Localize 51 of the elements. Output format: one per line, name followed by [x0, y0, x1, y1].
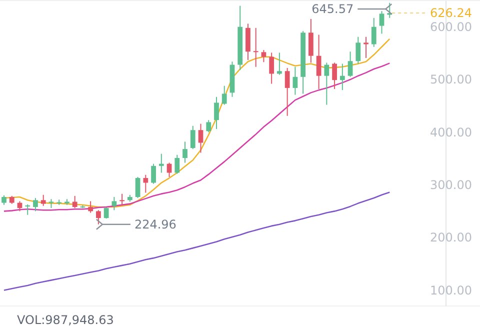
candlestick: [371, 17, 376, 48]
y-tick-label: 300.00: [430, 178, 472, 192]
candlestick: [214, 96, 219, 130]
candlestick: [72, 195, 78, 209]
line-series: [3, 192, 390, 291]
line-series: [3, 62, 390, 212]
y-tick-label: 500.00: [430, 72, 472, 87]
candlestick: [104, 207, 109, 220]
candlestick: [206, 120, 212, 133]
candlestick: [158, 153, 164, 174]
ref-line-label: 626.24: [430, 6, 472, 20]
candlestick: [332, 62, 337, 90]
candlestick: [222, 85, 227, 106]
candlestick: [166, 162, 172, 178]
candlestick: [348, 51, 353, 78]
candlestick: [33, 198, 38, 212]
candlestick: [151, 163, 156, 184]
candlestick: [25, 204, 30, 216]
candlestick: [269, 52, 274, 84]
annotation: 645.57: [312, 2, 354, 16]
candlestick: [143, 174, 148, 194]
candlestick: [182, 141, 188, 164]
candlestick: [324, 62, 330, 106]
candlestick: [120, 193, 124, 206]
annotation: 224.96: [134, 218, 176, 232]
candlestick: [246, 23, 250, 61]
candlestick: [308, 18, 314, 64]
candlestick: [190, 125, 196, 150]
candlestick: [356, 36, 361, 64]
candlestick: [316, 34, 322, 90]
candlestick: [198, 123, 204, 154]
candlestick: [379, 10, 384, 34]
candlestick: [112, 196, 117, 211]
candlestick: [292, 66, 298, 96]
candlestick: [277, 52, 282, 76]
candlestick: [253, 27, 258, 68]
candlestick: [135, 176, 140, 199]
candlestick: [88, 200, 94, 214]
y-tick-label: 200.00: [430, 230, 472, 245]
candlestick: [284, 67, 290, 116]
y-tick-label: 600.00: [430, 20, 472, 34]
candlestick: [174, 154, 180, 174]
candlestick: [40, 194, 46, 206]
candlestick: [2, 194, 6, 206]
candlestick: [364, 36, 368, 58]
candlestick: [261, 50, 266, 63]
candlestick: [96, 210, 101, 225]
y-tick-label: 100.00: [430, 283, 472, 298]
candlestick: [340, 63, 345, 91]
y-tick-label: 400.00: [430, 125, 472, 140]
text: VOL:987,948.63: [17, 313, 114, 326]
